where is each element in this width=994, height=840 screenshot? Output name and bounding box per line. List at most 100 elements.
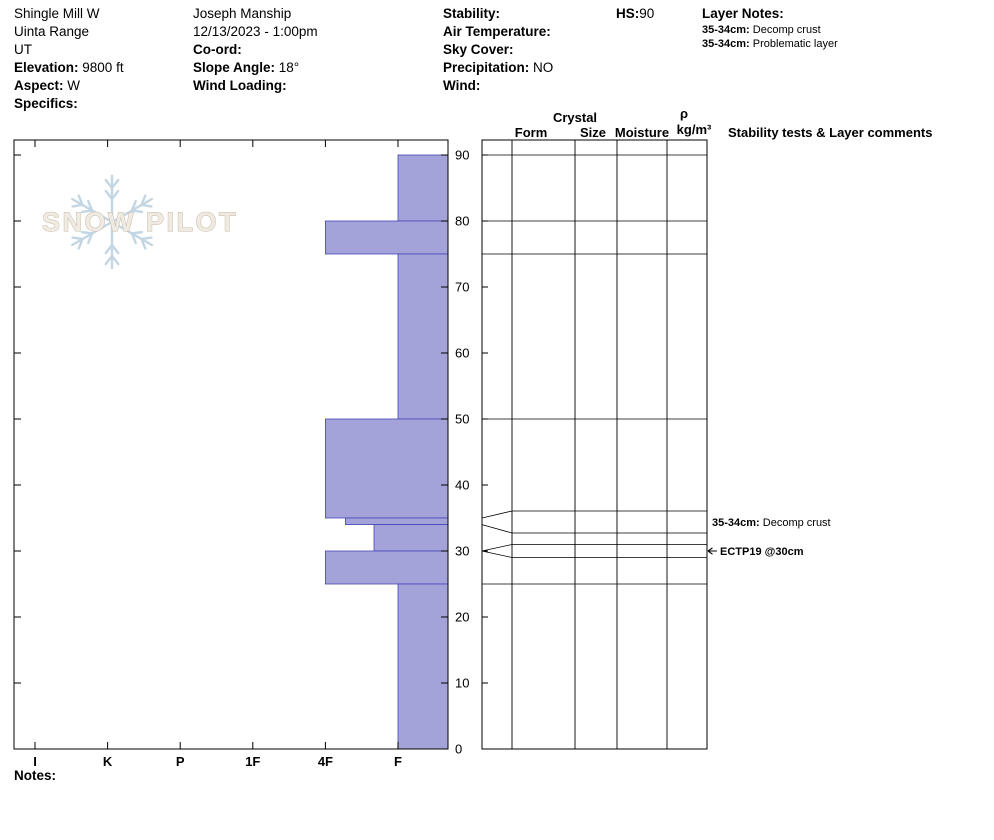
snowflake-branch [104,189,114,201]
hardness-bar [324,418,449,519]
layer-note-text: Problematic layer [752,38,838,50]
site-specifics: Specifics: [14,95,124,113]
snowflake-branch [77,194,84,207]
snowflake-branch [87,199,94,212]
aspect-value: W [67,78,81,93]
location-block: Shingle Mill W Uinta Range UT Elevation:… [14,5,124,113]
comments-column-header: Stability tests & Layer comments [728,125,933,140]
hardness-bar [397,583,449,750]
layer-boundary-flare [481,524,707,534]
site-state: UT [14,42,32,57]
snowflake-branch [71,236,84,241]
site-aspect: Aspect: W [14,77,124,95]
snowflake-branch [110,178,120,190]
snowflake-branch [104,254,114,266]
crystal-grid-frame [481,139,708,750]
snowflake-branch [110,243,120,255]
wind-loading-row: Wind Loading: [193,77,318,95]
hardness-axis-label: 4F [318,754,333,769]
aspect-label: Aspect: [14,78,64,93]
hs-label: HS: [616,6,640,21]
site-name: Shingle Mill W [14,6,100,21]
wind-loading-label: Wind Loading: [193,78,287,93]
depth-axis-label: 40 [455,478,469,493]
layer-note-item: 35-34cm: Decomp crust [702,23,838,37]
hardness-plot-frame [13,139,449,750]
snowflake-branch [130,209,144,214]
moisture-column-header: Moisture [614,125,670,140]
site-elevation: Elevation: 9800 ft [14,59,124,77]
snowflake-branch [110,254,120,266]
slope-angle-label: Slope Angle: [193,60,276,75]
hardness-axis-label: F [394,754,402,769]
snowflake-branch [140,236,153,241]
layer-boundary-flare [481,550,707,558]
wind-label: Wind: [443,78,481,93]
wind-row: Wind: [443,77,553,95]
layer-note-depth: 35-34cm: [702,24,750,36]
layer-note-text: Decomp crust [752,24,821,36]
observer-name: Joseph Manship [193,6,292,21]
depth-axis-label: 10 [455,676,469,691]
hardness-bar [344,517,449,525]
hardness-bar [397,253,449,420]
layer-notes-title: Layer Notes: [702,6,784,21]
precipitation-label: Precipitation: [443,60,530,75]
observation-datetime: 12/13/2023 - 1:00pm [193,24,318,39]
depth-axis-label: 20 [455,610,469,625]
stability-test-annotation: ECTP19 @30cm [720,546,804,558]
air-temperature-label: Air Temperature: [443,24,551,39]
hardness-axis-label: K [103,754,113,769]
stability-row: Stability: [443,5,553,23]
snowflake-branch [130,230,144,235]
snowflake-branch [140,194,147,207]
watermark-text: SNOW PILOT [42,207,238,237]
test-arrow-icon [707,547,717,555]
sky-cover-label: Sky Cover: [443,42,514,57]
depth-axis-label: 60 [455,346,469,361]
snowflake-branch [130,232,137,245]
depth-axis-label: 80 [455,214,469,229]
precipitation-row: Precipitation: NO [443,59,553,77]
depth-axis-label: 90 [455,148,469,163]
size-column-header: Size [579,125,607,140]
layer-note-depth: 35-34cm: [702,38,750,50]
depth-axis-label: 50 [455,412,469,427]
specifics-label: Specifics: [14,96,78,111]
layer-boundary-flare [481,544,707,552]
stability-label: Stability: [443,6,501,21]
layer-note-item: 35-34cm: Problematic layer [702,37,838,51]
snowflake-branch [104,178,114,190]
elevation-label: Elevation: [14,60,79,75]
snowflake-branch [104,243,114,255]
site-region: Uinta Range [14,24,90,39]
crystal-column-header: Crystal [552,110,598,125]
conditions-block: Stability: Air Temperature: Sky Cover: P… [443,5,553,95]
layer-notes-block: Layer Notes: 35-34cm: Decomp crust 35-34… [702,5,838,51]
notes-label: Notes: [14,768,57,783]
coord-label: Co-ord: [193,42,242,57]
form-column-header: Form [514,125,548,140]
snowflake-branch [71,203,84,208]
snowflake-branch [110,189,120,201]
hardness-bar [397,154,449,222]
snowflake-branch [80,209,94,214]
hs-row: HS:90 [616,5,654,23]
hardness-axis-label: I [33,754,37,769]
snowflake-branch [87,232,94,245]
snowpilot-watermark: SNOW PILOT [42,174,238,270]
air-temperature-row: Air Temperature: [443,23,553,41]
snowflake-branch [140,203,153,208]
layer-comment-annotation: 35-34cm: Decomp crust [712,517,831,529]
snowflake-branch [130,199,137,212]
density-column-header: ρ [679,106,689,121]
snowflake-icon [70,174,154,270]
hardness-bar [373,524,449,552]
snowflake-branch [80,230,94,235]
precipitation-value: NO [533,60,554,75]
hardness-bar [324,220,449,255]
depth-axis-label: 0 [455,742,462,757]
snow-height-block: HS:90 [616,5,654,23]
coord-row: Co-ord: [193,41,318,59]
